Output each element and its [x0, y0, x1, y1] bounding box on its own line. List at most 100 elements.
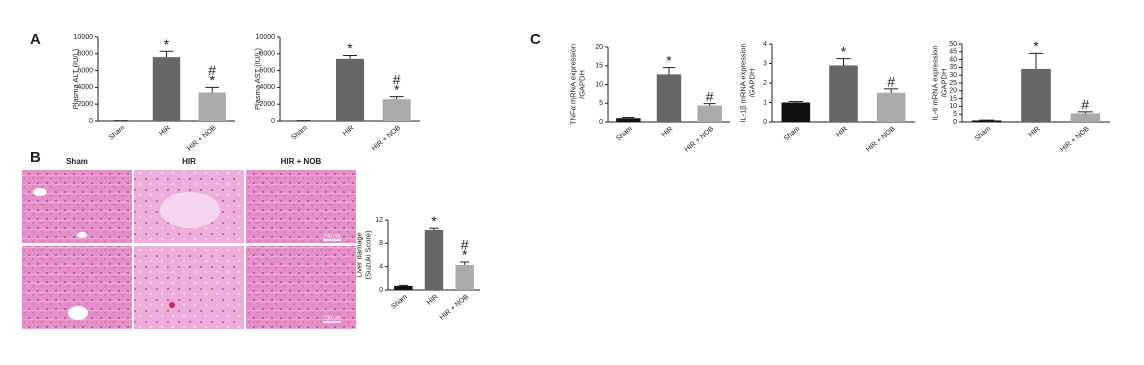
significance-marker: #: [706, 88, 714, 104]
bar: [656, 74, 682, 122]
y-tick-label: 0: [379, 287, 383, 294]
y-tick-label: 35: [949, 64, 957, 71]
panel-label: A: [30, 31, 41, 48]
y-tick-label: 0: [599, 119, 603, 126]
x-tick-label: HIR: [661, 126, 675, 139]
x-tick-label: HIR + NOB: [1059, 125, 1091, 153]
x-tick-label: Sham: [783, 125, 802, 142]
significance-marker: *: [462, 247, 468, 263]
x-tick-label: HIR + NOB: [371, 124, 403, 152]
micrograph: [22, 170, 132, 243]
y-tick-label: 6000: [259, 67, 275, 74]
y-tick-label: 2000: [77, 101, 93, 108]
significance-marker: #: [1081, 97, 1089, 113]
y-tick-label: 12: [375, 217, 383, 224]
y-tick-label: 8000: [259, 51, 275, 58]
y-tick-label: 50: [949, 41, 957, 48]
necrosis: [160, 192, 220, 228]
significance-marker: *: [841, 43, 847, 59]
y-tick-label: 10000: [256, 34, 276, 41]
y-tick-label: 15: [949, 95, 957, 102]
y-tick-label: 40: [949, 56, 957, 63]
bar: [336, 58, 364, 121]
bar: [394, 285, 413, 290]
column-label: HIR: [182, 157, 196, 166]
y-axis-label: Plasma ALT (IU/L): [71, 48, 80, 109]
y-tick-label: 1: [763, 99, 767, 106]
y-tick-label: 45: [949, 49, 957, 56]
x-tick-label: Sham: [974, 125, 993, 142]
y-tick-label: 3: [763, 60, 767, 67]
significance-marker: *: [1033, 38, 1039, 54]
x-tick-label: Sham: [290, 124, 309, 141]
significance-marker: *: [164, 36, 170, 52]
significance-marker: #: [461, 237, 469, 253]
y-tick-label: 6000: [77, 67, 93, 74]
x-tick-label: HIR + NOB: [439, 293, 471, 321]
bar: [829, 65, 858, 122]
column-label: Sham: [66, 157, 88, 166]
bar: [152, 57, 181, 121]
bar: [424, 229, 444, 290]
micrograph: [246, 246, 356, 329]
y-axis-label: IL-6 mRNA expression: [930, 45, 939, 120]
scale-label: 100 μm: [324, 315, 341, 321]
x-tick-label: HIR: [1028, 126, 1042, 139]
y-tick-label: 2000: [259, 101, 275, 108]
y-tick-label: 10: [595, 81, 603, 88]
bar: [781, 102, 811, 122]
micrograph: [134, 246, 244, 329]
y-tick-label: 20: [949, 88, 957, 95]
significance-marker: #: [887, 74, 895, 90]
y-tick-label: 4: [379, 264, 383, 271]
vessel: [77, 232, 87, 238]
y-tick-label: 4000: [259, 84, 275, 91]
significance-marker: *: [209, 72, 215, 88]
vessel: [68, 306, 88, 320]
bar: [198, 92, 226, 121]
x-tick-label: HIR: [342, 125, 356, 138]
micrograph: [246, 170, 356, 243]
y-tick-label: 5: [599, 100, 603, 107]
y-tick-label: 0: [89, 118, 93, 125]
y-tick-label: 15: [595, 63, 603, 70]
bar: [697, 105, 722, 122]
y-tick-label: 8000: [77, 51, 93, 58]
panel-label: B: [30, 149, 41, 166]
y-tick-label: 25: [949, 80, 957, 87]
significance-marker: #: [208, 62, 216, 78]
y-tick-label: 2: [763, 80, 767, 87]
y-tick-label: 4000: [77, 84, 93, 91]
y-axis-label: Liver damage: [354, 232, 363, 277]
y-tick-label: 4: [763, 41, 767, 48]
significance-marker: *: [431, 213, 437, 229]
y-axis-label: /GAPDH: [747, 69, 756, 98]
vessel: [33, 188, 47, 196]
significance-marker: *: [347, 40, 353, 56]
x-tick-label: Sham: [390, 293, 409, 310]
significance-marker: *: [394, 81, 400, 97]
scale-label: 100 μm: [324, 233, 341, 239]
bar: [1021, 68, 1051, 122]
bar: [455, 264, 474, 290]
significance-marker: *: [666, 52, 672, 68]
y-tick-label: 5: [953, 111, 957, 118]
x-tick-label: Sham: [108, 124, 127, 141]
y-tick-label: 20: [595, 44, 603, 51]
y-axis-label: (Suzuki Score): [363, 230, 372, 280]
histology: 100 μm 100 μm: [22, 170, 356, 329]
x-tick-label: HIR: [158, 125, 172, 138]
y-tick-label: 10000: [74, 34, 94, 41]
bar: [1070, 113, 1101, 122]
bar: [876, 92, 906, 122]
column-label: HIR + NOB: [281, 157, 322, 166]
significance-marker: #: [393, 71, 401, 87]
y-tick-label: 0: [763, 119, 767, 126]
x-tick-label: HIR + NOB: [186, 124, 218, 152]
bar: [971, 120, 1002, 122]
y-axis-label: TNFα mRNA expression: [568, 44, 577, 125]
x-tick-label: HIR + NOB: [865, 125, 897, 153]
x-tick-label: Sham: [615, 125, 634, 142]
bar: [616, 118, 641, 122]
x-tick-label: HIR + NOB: [684, 125, 716, 153]
